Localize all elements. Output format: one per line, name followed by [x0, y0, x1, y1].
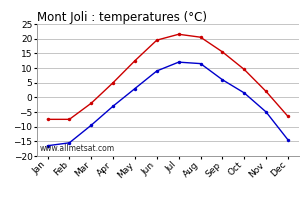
Text: Mont Joli : temperatures (°C): Mont Joli : temperatures (°C): [37, 11, 206, 24]
Text: www.allmetsat.com: www.allmetsat.com: [39, 144, 114, 153]
